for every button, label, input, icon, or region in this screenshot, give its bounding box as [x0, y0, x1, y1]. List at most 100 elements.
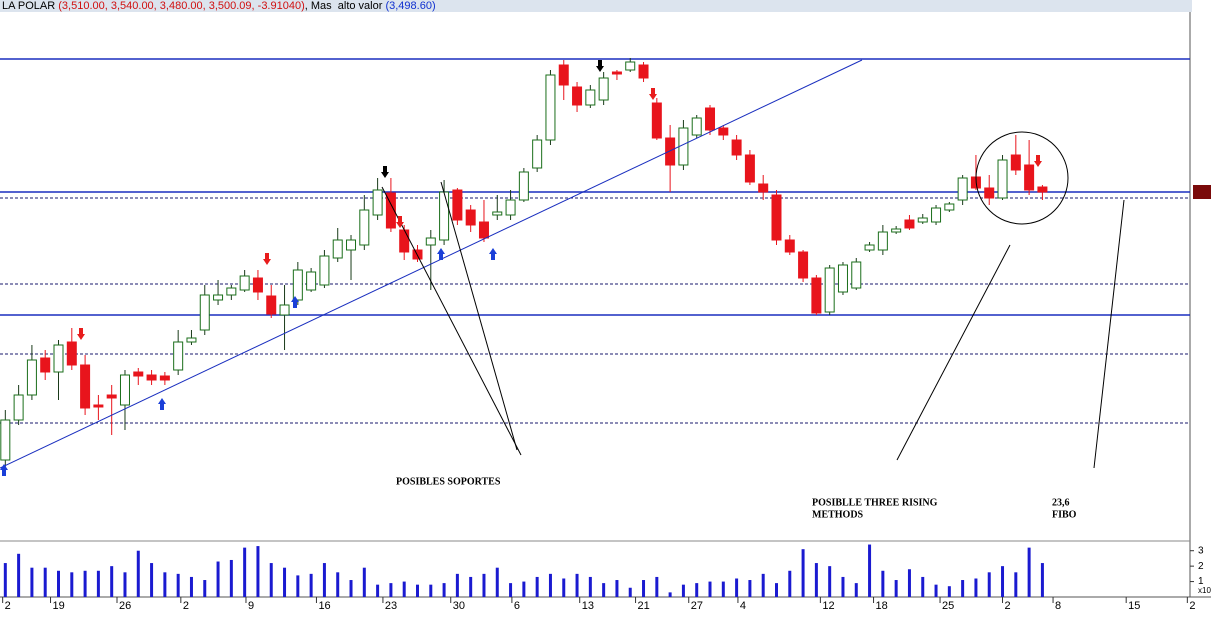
candle-body [784, 239, 795, 253]
candle-body [332, 239, 343, 259]
support-line [440, 181, 518, 451]
candle-body [439, 191, 450, 241]
candle-body [1037, 186, 1048, 193]
candle-body [226, 287, 237, 296]
x-tick-label: 27 [691, 600, 703, 612]
candle-body [213, 294, 224, 301]
candle-body [611, 71, 622, 75]
candle-body [837, 264, 848, 293]
candle-body [984, 187, 995, 199]
candle-body [119, 374, 130, 406]
x-tick-label: 2 [5, 600, 11, 612]
candle-body [744, 154, 755, 183]
volume-unit: x10 [1198, 586, 1211, 595]
candle-body [572, 86, 583, 106]
candle-body [66, 341, 77, 366]
signals [0, 60, 1042, 476]
candle-body [1010, 154, 1021, 171]
sell-arrow [77, 328, 85, 340]
candle-body [478, 221, 489, 239]
sell-arrow [649, 88, 657, 100]
candle-body [385, 192, 396, 229]
x-tick-label: 12 [822, 600, 834, 612]
annotation: POSIBLES SOPORTES [396, 476, 501, 487]
candle-body [239, 275, 250, 291]
candle-body [545, 74, 556, 141]
indicator-value: (3,498.60) [385, 0, 436, 12]
candle-body [186, 337, 197, 343]
candle-body [252, 277, 263, 293]
sell-arrow [596, 60, 604, 72]
candle-body [798, 251, 809, 279]
sell-arrow [381, 166, 389, 178]
candle-body [651, 102, 662, 139]
candle-body [359, 209, 370, 246]
volume-tick-label: 2 [1198, 561, 1204, 572]
buy-arrow [158, 398, 166, 410]
buy-arrow [291, 296, 299, 308]
candle-body [758, 183, 769, 193]
x-tick-label: 2 [183, 600, 189, 612]
support-line [381, 186, 522, 456]
candle-body [13, 394, 24, 421]
candle-body [877, 231, 888, 251]
candle-body [199, 294, 210, 331]
candle-body [997, 159, 1008, 199]
candle-body [372, 189, 383, 216]
candle-body [266, 295, 277, 315]
highlight-circle [975, 131, 1069, 225]
candle-body [904, 219, 915, 229]
x-tick-label: 8 [1055, 600, 1061, 612]
sell-arrow [263, 253, 271, 265]
candle-body [944, 203, 955, 211]
fibo-line [1093, 199, 1125, 469]
ohlc: (3,510.00, 3,540.00, 3,480.00, 3,500.09,… [58, 0, 305, 12]
buy-arrow [489, 248, 497, 260]
x-tick-label: 21 [638, 600, 650, 612]
x-tick-label: 25 [942, 600, 954, 612]
candle-body [705, 107, 716, 131]
candle-body [891, 228, 902, 233]
candle-body [638, 64, 649, 79]
candle-body [718, 127, 729, 136]
annotation: POSIBLLE THREE RISING [812, 497, 938, 508]
candle-body [40, 357, 51, 373]
x-tick-label: 19 [53, 600, 65, 612]
candle-body [80, 364, 91, 409]
candle-body [625, 61, 636, 71]
sell-arrow [1034, 155, 1042, 167]
indicator-name: Mas alto valor [310, 0, 383, 12]
buy-arrow [437, 248, 445, 260]
candle-body [306, 271, 317, 291]
candle-body [53, 344, 64, 373]
right-axis-panel [1190, 0, 1211, 619]
symbol: LA POLAR [2, 0, 56, 12]
candle-body [917, 217, 928, 223]
candle-body [346, 239, 357, 251]
volume-tick-label: 3 [1198, 545, 1204, 556]
x-tick-label: 2 [1189, 600, 1195, 612]
candle-body [292, 269, 303, 301]
candle-body [505, 199, 516, 216]
annotation: FIBO [1052, 509, 1077, 520]
drawings [0, 59, 1125, 469]
candle-body [452, 189, 463, 221]
candle-body [691, 117, 702, 136]
buy-arrow [0, 464, 8, 476]
candle-body [173, 341, 184, 371]
x-tick-label: 4 [740, 600, 746, 612]
candle-body [558, 64, 569, 86]
x-tick-label: 6 [514, 600, 520, 612]
candle-body [106, 394, 117, 399]
candle-body [1024, 164, 1035, 191]
candle-body [26, 359, 37, 396]
candle-body [159, 375, 170, 381]
candle-body [319, 255, 330, 286]
candle-body [864, 244, 875, 251]
x-tick-label: 30 [453, 600, 465, 612]
candle-body [425, 237, 436, 246]
candle-body [146, 374, 157, 381]
